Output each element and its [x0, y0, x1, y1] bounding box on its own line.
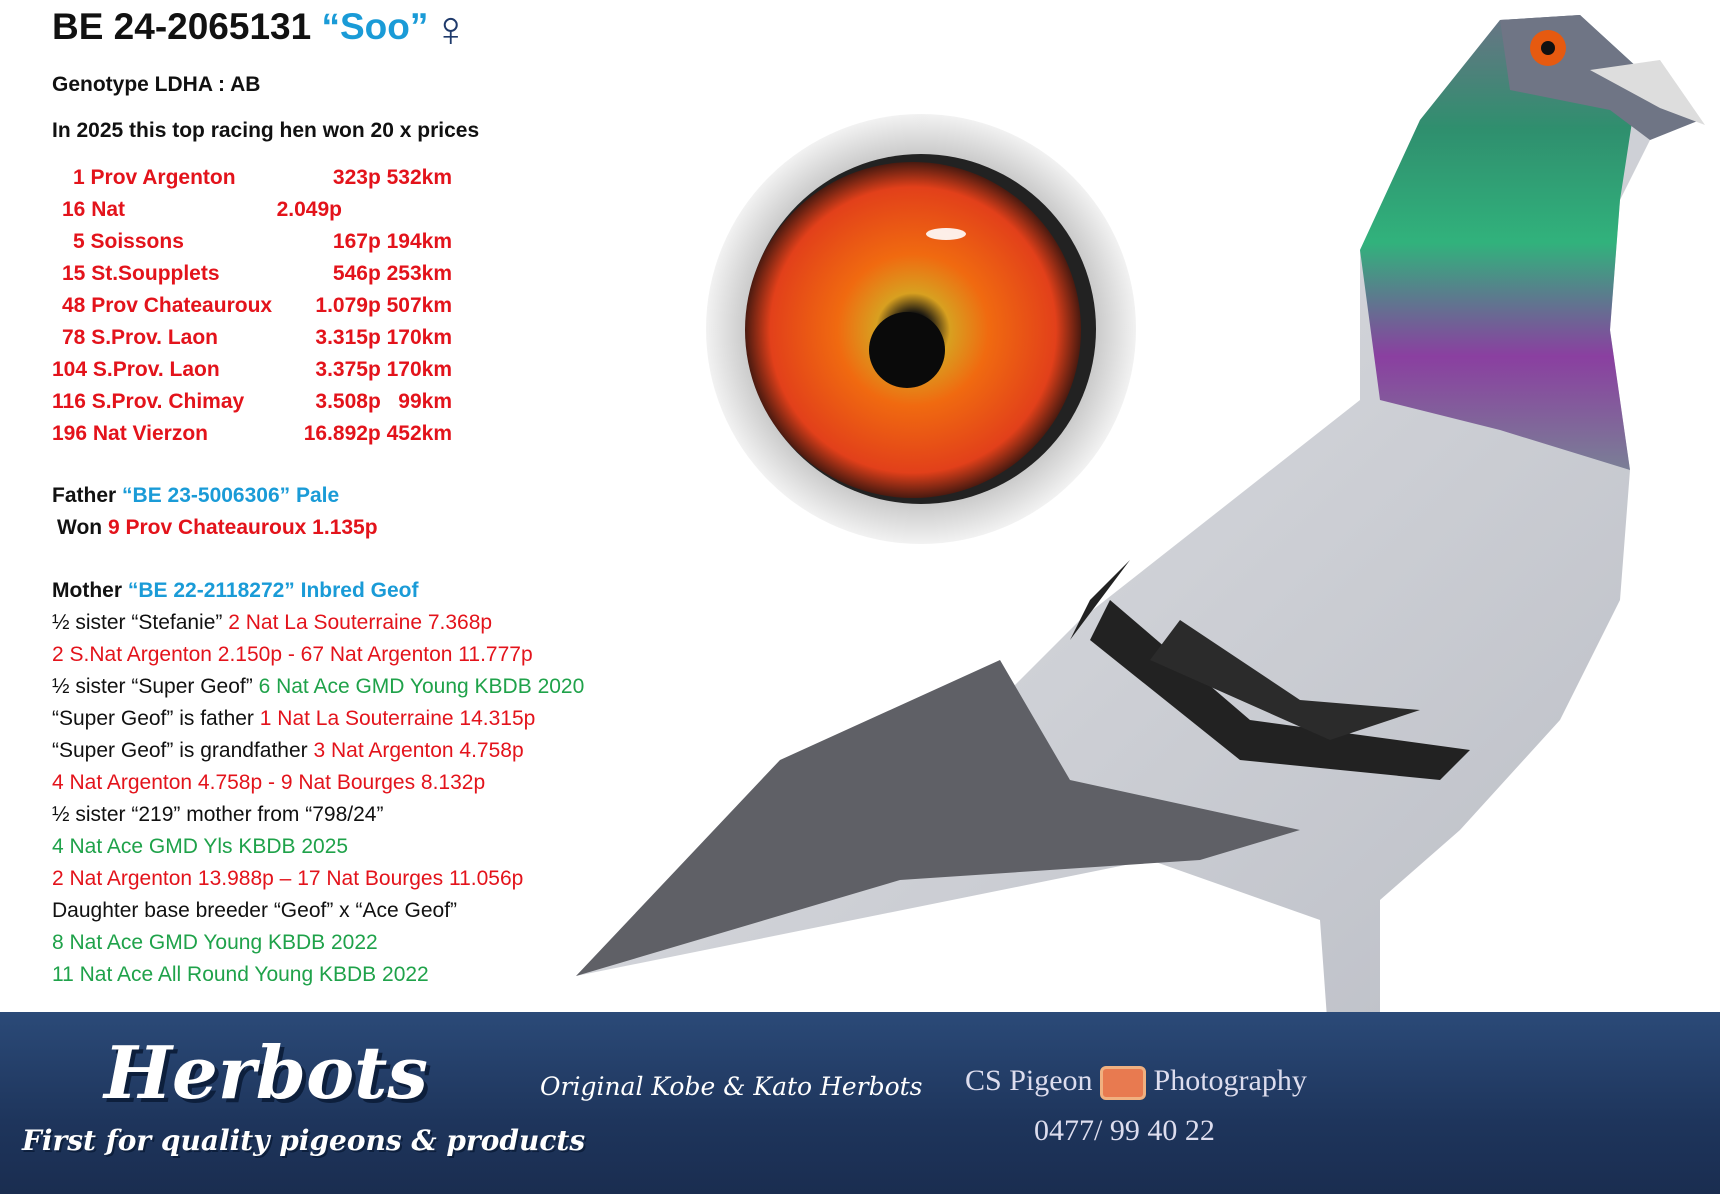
footer-banner: Herbots First for quality pigeons & prod…	[0, 1012, 1720, 1194]
result-row: 16 Nat 2.049p	[52, 198, 452, 228]
father-line: Father “BE 23-5006306” Pale	[52, 484, 339, 508]
line-segment: “Super Geof” is grandfather	[52, 739, 314, 762]
result-place: 15 St.Soupplets	[62, 262, 220, 285]
result-row: 5 Soissons 167p 194km	[52, 230, 452, 260]
line-segment: ½ sister “Stefanie”	[52, 611, 229, 634]
result-row: 48 Prov Chateauroux 1.079p 507km	[52, 294, 452, 324]
herbots-logo: Herbots	[104, 1030, 428, 1115]
mother-detail-line: 4 Nat Argenton 4.758p - 9 Nat Bourges 8.…	[52, 771, 485, 795]
pigeon-eye-closeup	[706, 114, 1136, 544]
result-row: 78 S.Prov. Laon 3.315p 170km	[52, 326, 452, 356]
line-segment: 2 Nat La Souterraine 7.368p	[228, 611, 493, 634]
herbots-tagline: First for quality pigeons & products	[22, 1124, 586, 1157]
father-ring: “BE 23-5006306” Pale	[122, 484, 340, 507]
result-place: 1 Prov Argenton	[73, 166, 236, 189]
line-segment: 4 Nat Argenton 4.758p - 9 Nat Bourges 8.…	[52, 771, 486, 794]
father-label: Father	[52, 484, 117, 507]
result-place: 78 S.Prov. Laon	[62, 326, 218, 349]
result-row: 196 Nat Vierzon 16.892p 452km	[52, 422, 452, 452]
result-row: 104 S.Prov. Laon 3.375p 170km	[52, 358, 452, 388]
genotype: Genotype LDHA : AB	[52, 73, 261, 96]
line-segment: 3 Nat Argenton 4.758p	[313, 739, 524, 762]
mother-detail-line: ½ sister “Super Geof” 6 Nat Ace GMD Youn…	[52, 675, 584, 699]
won-label: Won	[57, 516, 103, 539]
result-place: 5 Soissons	[73, 230, 184, 253]
result-place: 16 Nat	[62, 198, 126, 221]
phone-number: 0477/ 99 40 22	[1034, 1114, 1215, 1147]
line-segment: ½ sister “Super Geof”	[52, 675, 259, 698]
father-won-line: Won 9 Prov Chateauroux 1.135p	[57, 516, 378, 540]
result-detail: 3.315p 170km	[315, 326, 452, 349]
result-detail: 2.049p	[276, 198, 342, 221]
mother-detail-line: “Super Geof” is father 1 Nat La Souterra…	[52, 707, 535, 731]
mother-detail-line: 2 S.Nat Argenton 2.150p - 67 Nat Argento…	[52, 643, 533, 667]
result-place: 104 S.Prov. Laon	[52, 358, 220, 381]
photographer-word: Photography	[1153, 1064, 1307, 1097]
photographer-credit: CS Pigeon Photography	[965, 1064, 1307, 1101]
pigeon-title: BE 24-2065131 “Soo”	[52, 6, 428, 48]
result-row: 116 S.Prov. Chimay 3.508p 99km	[52, 390, 452, 420]
mother-detail-line: 11 Nat Ace All Round Young KBDB 2022	[52, 963, 429, 987]
mother-detail-line: Daughter base breeder “Geof” x “Ace Geof…	[52, 899, 457, 923]
mother-detail-line: 8 Nat Ace GMD Young KBDB 2022	[52, 931, 378, 955]
camera-icon	[1100, 1066, 1147, 1101]
result-detail: 546p 253km	[332, 262, 452, 285]
ring-number: BE 24-2065131	[52, 6, 312, 47]
result-detail: 323p 532km	[332, 166, 452, 189]
pigeon-name: “Soo”	[321, 6, 429, 47]
intro-text: In 2025 this top racing hen won 20 x pri…	[52, 119, 480, 142]
line-segment: 8 Nat Ace GMD Young KBDB 2022	[52, 931, 378, 954]
mother-label: Mother	[52, 579, 122, 602]
line-segment: “Super Geof” is father	[52, 707, 260, 730]
result-detail: 1.079p 507km	[315, 294, 452, 317]
line-segment: ½ sister “219” mother from “798/24”	[52, 803, 384, 826]
result-detail: 3.508p 99km	[315, 390, 452, 413]
pigeon-body	[576, 15, 1705, 1060]
mother-detail-line: ½ sister “Stefanie” 2 Nat La Souterraine…	[52, 611, 492, 635]
result-detail: 3.375p 170km	[315, 358, 452, 381]
line-segment: 11 Nat Ace All Round Young KBDB 2022	[52, 963, 429, 986]
line-segment: 4 Nat Ace GMD Yls KBDB 2025	[52, 835, 349, 858]
line-segment: 2 Nat Argenton 13.988p – 17 Nat Bourges …	[52, 867, 524, 890]
result-place: 116 S.Prov. Chimay	[52, 390, 245, 413]
result-row: 15 St.Soupplets 546p 253km	[52, 262, 452, 292]
result-row: 1 Prov Argenton 323p 532km	[52, 166, 452, 196]
mother-detail-line: 2 Nat Argenton 13.988p – 17 Nat Bourges …	[52, 867, 523, 891]
photographer-name: CS Pigeon	[965, 1064, 1093, 1097]
female-symbol-icon: ♀	[432, 1, 470, 57]
result-detail: 16.892p 452km	[303, 422, 452, 445]
result-detail: 167p 194km	[332, 230, 452, 253]
result-place: 196 Nat Vierzon	[52, 422, 209, 445]
line-segment: 1 Nat La Souterraine 14.315p	[259, 707, 536, 730]
result-place: 48 Prov Chateauroux	[62, 294, 273, 317]
mother-ring: “BE 22-2118272” Inbred Geof	[127, 579, 419, 602]
line-segment: 2 S.Nat Argenton 2.150p - 67 Nat Argento…	[52, 643, 533, 666]
mother-detail-line: ½ sister “219” mother from “798/24”	[52, 803, 383, 827]
father-won: 9 Prov Chateauroux 1.135p	[107, 516, 378, 539]
mother-detail-line: 4 Nat Ace GMD Yls KBDB 2025	[52, 835, 348, 859]
mother-detail-line: “Super Geof” is grandfather 3 Nat Argent…	[52, 739, 524, 763]
line-segment: 6 Nat Ace GMD Young KBDB 2020	[258, 675, 585, 698]
line-segment: Daughter base breeder “Geof” x “Ace Geof…	[52, 899, 458, 922]
original-text: Original Kobe & Kato Herbots	[540, 1072, 923, 1101]
mother-line: Mother “BE 22-2118272” Inbred Geof	[52, 579, 418, 603]
